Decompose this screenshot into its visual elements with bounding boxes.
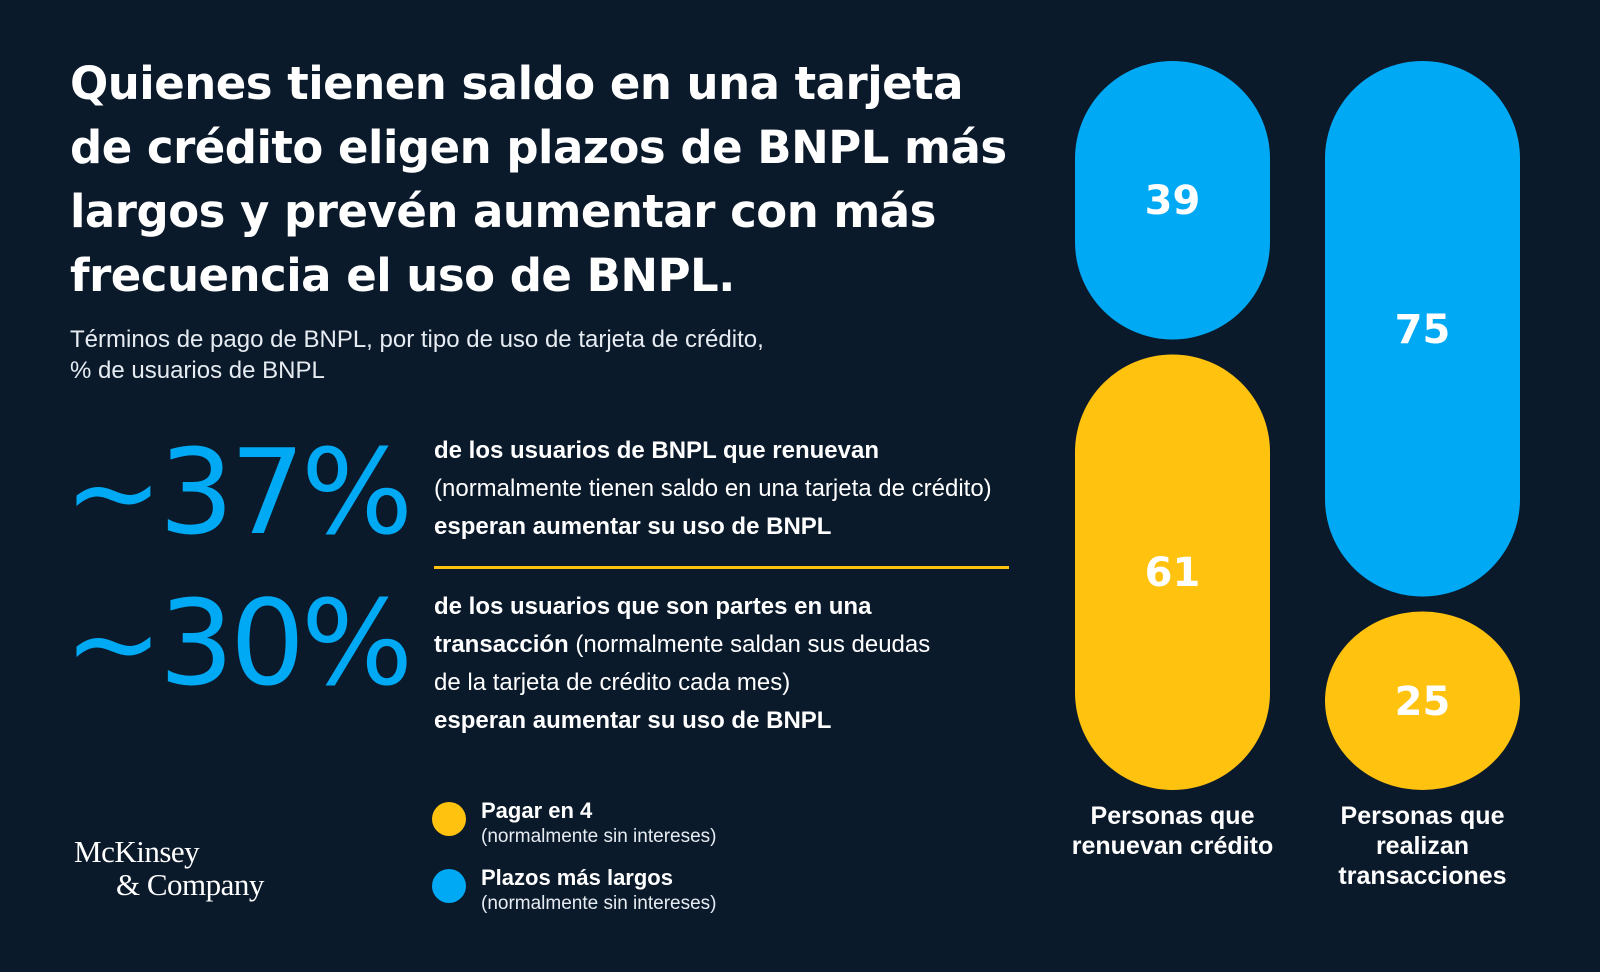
subtitle-line-2: % de usuarios de BNPL	[70, 357, 325, 384]
stat-renewers-number: ~37%	[64, 423, 413, 561]
bar-plazos-mas-largos-1	[1075, 61, 1270, 340]
subtitle-line-1: Términos de pago de BNPL, por tipo de us…	[70, 326, 764, 353]
category-label-1-line-1: Personas que	[1091, 802, 1255, 830]
value-label-plazos-mas-largos-1: 39	[1145, 178, 1201, 224]
category-label-2-line-2: realizan	[1376, 832, 1469, 860]
page-title: Quienes tienen saldo en una tarjeta de c…	[70, 57, 1007, 302]
logo-line-1: McKinsey	[74, 834, 200, 869]
stat-transactors-note-1: (normalmente saldan sus deudas	[568, 631, 931, 658]
stat-transactors-bold-1b: transacción	[434, 631, 569, 658]
legend-note-longer-terms: (normalmente sin intereses)	[481, 893, 717, 914]
stat-transactors-bold-2: esperan aumentar su uso de BNPL	[434, 707, 832, 734]
stat-transactors-note-2: de la tarjeta de crédito cada mes)	[434, 669, 791, 696]
chart-subtitle: Términos de pago de BNPL, por tipo de us…	[70, 324, 890, 386]
legend-swatch-yellow	[432, 802, 466, 836]
stat-renewers-bold-2: esperan aumentar su uso de BNPL	[434, 513, 832, 540]
category-label-2-line-3: transacciones	[1338, 862, 1506, 890]
value-label-pagar-en-4-2: 25	[1395, 679, 1451, 725]
stat-transactors-number: ~30%	[64, 574, 413, 712]
stat-divider	[434, 566, 1009, 569]
bar-plazos-mas-largos-2	[1325, 61, 1520, 597]
legend-label-pay-in-4: Pagar en 4	[481, 798, 593, 823]
bar-pagar-en-4-2	[1325, 611, 1520, 790]
category-label-2-line-1: Personas que	[1341, 802, 1505, 830]
value-label-pagar-en-4-1: 61	[1145, 550, 1201, 596]
value-label-plazos-mas-largos-2: 75	[1395, 307, 1451, 353]
bar-pagar-en-4-1	[1075, 354, 1270, 790]
legend-swatch-blue	[432, 869, 466, 903]
legend-note-pay-in-4: (normalmente sin intereses)	[481, 826, 717, 847]
stat-renewers-text: de los usuarios de BNPL que renuevan (no…	[434, 432, 1034, 546]
mckinsey-logo: McKinsey & Company	[74, 835, 314, 901]
logo-line-2: & Company	[116, 867, 264, 902]
stat-renewers-note: (normalmente tienen saldo en una tarjeta…	[434, 475, 992, 502]
legend-label-longer-terms: Plazos más largos	[481, 865, 673, 890]
stat-renewers-bold-1: de los usuarios de BNPL que renuevan	[434, 437, 880, 464]
category-label-1-line-2: renuevan crédito	[1072, 832, 1273, 860]
stat-transactors-bold-1: de los usuarios que son partes en una	[434, 593, 872, 620]
stat-transactors-text: de los usuarios que son partes en una tr…	[434, 588, 1034, 740]
